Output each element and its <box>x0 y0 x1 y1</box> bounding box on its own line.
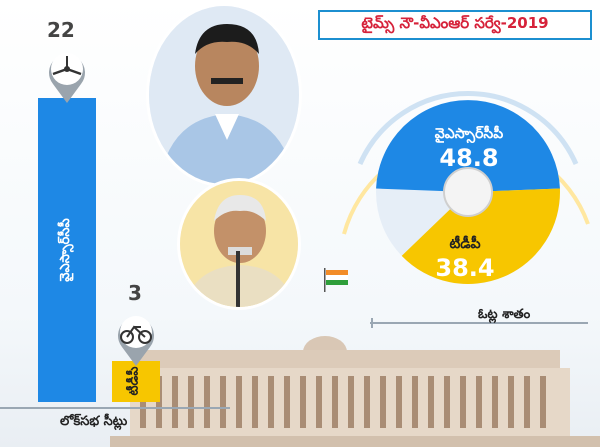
ysrcp-leader-photo <box>146 3 302 187</box>
indian-flag-icon <box>324 268 348 292</box>
seats-axis-label: లోక్‌సభ సీట్లు <box>60 414 128 429</box>
bar-value-label: 3 <box>128 280 142 305</box>
title-box: టైమ్స్ నౌ-వీఎంఆర్ సర్వే-2019 <box>318 10 592 40</box>
bar-category-label: వైఎస్సార్‌సీపీ <box>58 218 73 282</box>
donut-slice-ysrcp <box>376 100 560 192</box>
donut-tdp-name: టీడీపీ <box>449 236 481 252</box>
bar-category-label: టీడీపీ <box>126 366 142 396</box>
seats-axis-line <box>0 407 230 409</box>
decorative-arc <box>357 91 579 166</box>
ceiling-fan-icon <box>49 53 85 103</box>
bar-tdp <box>112 360 160 402</box>
donut-ysrcp-value: 48.8 <box>439 144 499 172</box>
donut-slice-tdp <box>401 188 560 285</box>
donut-tdp-value: 38.4 <box>435 254 495 282</box>
tdp-leader-photo <box>177 178 301 310</box>
bicycle-icon <box>118 315 154 366</box>
chart-title: టైమ్స్ నౌ-వీఎంఆర్ సర్వే-2019 <box>361 14 549 32</box>
bar-ysrcp <box>38 98 96 402</box>
parliament-building-illustration <box>110 336 600 447</box>
vote-share-label: ఓట్ల శాతం <box>478 307 531 322</box>
bar-value-label: 22 <box>47 18 75 42</box>
donut-ysrcp-name: వైఎస్సార్‌సీపీ <box>434 126 504 142</box>
donut-center-ball-icon <box>443 167 493 217</box>
vote-share-axis-line <box>370 318 588 328</box>
vote-share-donut-chart <box>342 91 590 285</box>
